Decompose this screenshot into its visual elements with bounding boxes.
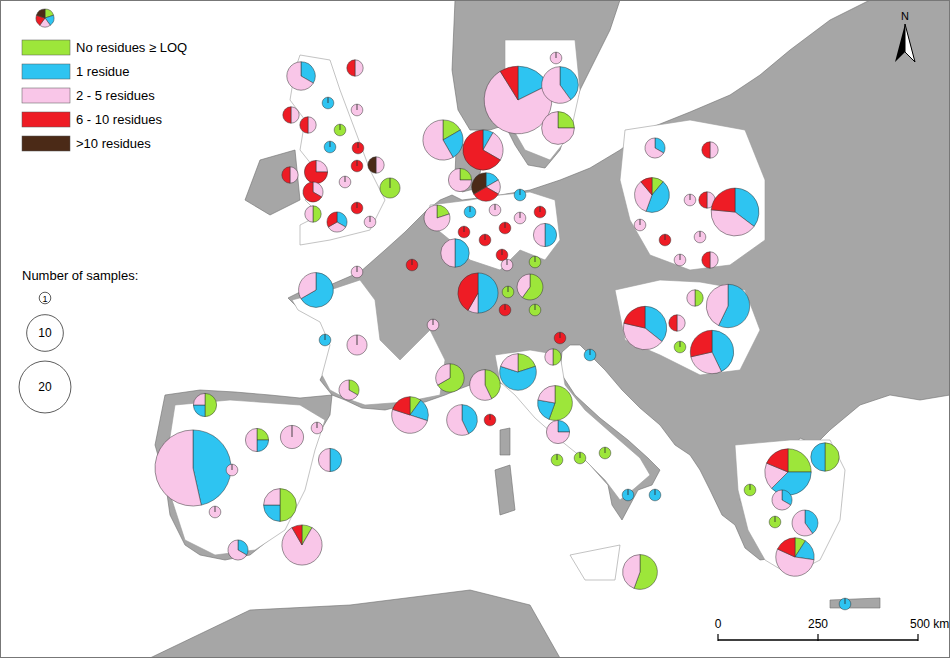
svg-text:Number of samples:: Number of samples:: [22, 268, 138, 283]
svg-text:N: N: [901, 10, 909, 22]
svg-text:20: 20: [38, 380, 52, 394]
svg-text:6 - 10 residues: 6 - 10 residues: [76, 112, 162, 127]
svg-text:0: 0: [715, 617, 722, 631]
svg-text:250: 250: [808, 617, 828, 631]
svg-text:2 - 5 residues: 2 - 5 residues: [76, 88, 155, 103]
svg-text:10: 10: [38, 326, 52, 340]
svg-text:>10 residues: >10 residues: [76, 136, 151, 151]
svg-text:1 residue: 1 residue: [76, 64, 129, 79]
svg-text:500 km: 500 km: [910, 617, 942, 631]
svg-text:No residues ≥ LOQ: No residues ≥ LOQ: [76, 40, 187, 55]
svg-text:1: 1: [42, 294, 47, 304]
